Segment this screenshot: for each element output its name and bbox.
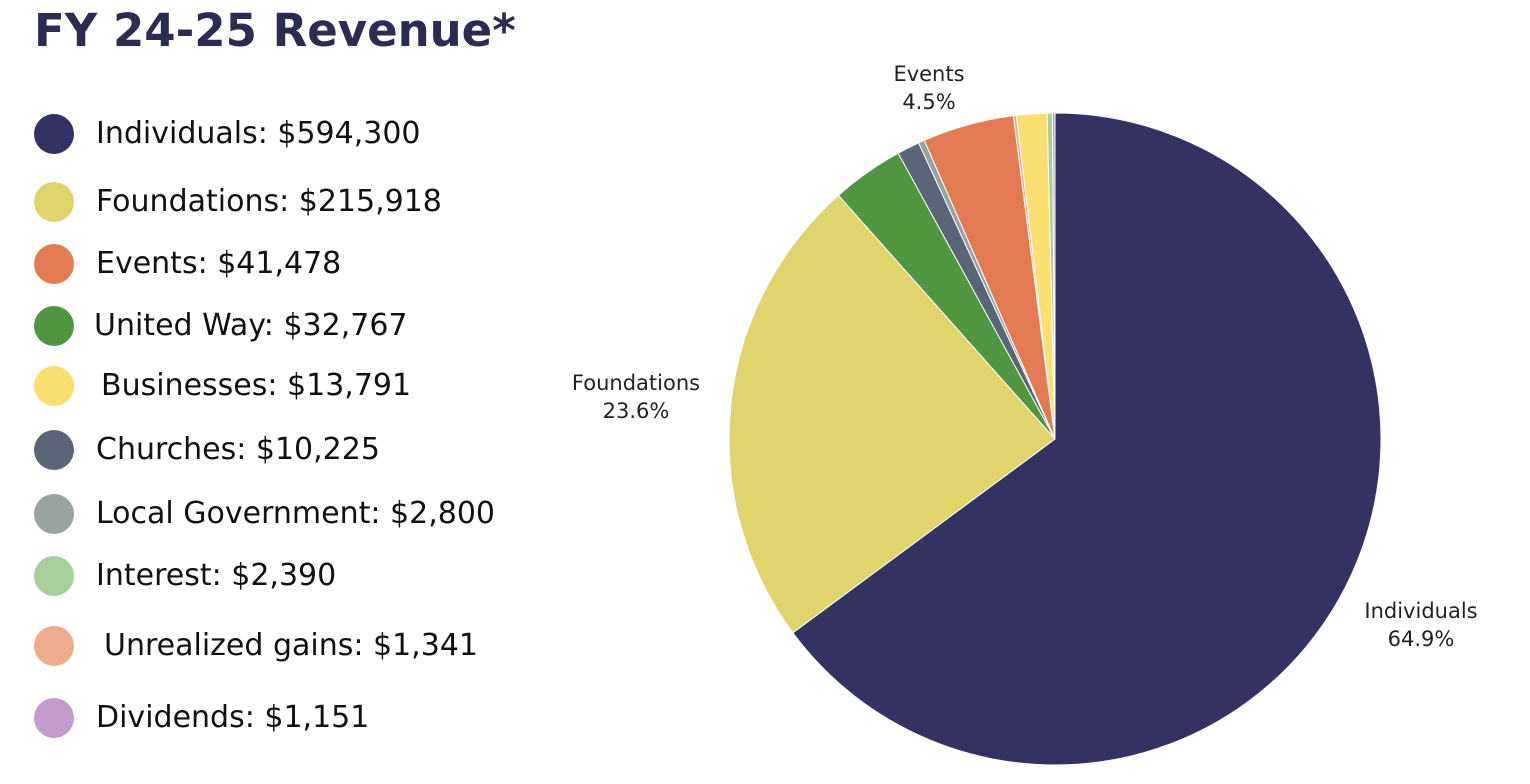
slice-label-events: Events	[893, 62, 964, 86]
legend-label-united-way: United Way: $32,767	[94, 308, 408, 343]
legend-label-individuals: Individuals: $594,300	[96, 116, 421, 151]
legend-label-businesses: Businesses: $13,791	[101, 368, 412, 403]
slice-percent-events: 4.5%	[902, 90, 955, 114]
legend-label-dividends: Dividends: $1,151	[96, 700, 370, 735]
legend-label-foundations: Foundations: $215,918	[96, 184, 442, 219]
legend-label-local-government: Local Government: $2,800	[96, 496, 495, 531]
chart-title: FY 24-25 Revenue*	[34, 4, 516, 57]
pie-slice-individuals	[792, 112, 1382, 766]
legend-swatch-united-way	[34, 306, 74, 346]
slice-label-individuals: Individuals	[1364, 599, 1477, 623]
slice-label-foundations: Foundations	[572, 371, 700, 395]
legend-swatch-individuals	[34, 114, 74, 154]
legend-swatch-events	[34, 244, 74, 284]
legend-swatch-local-government	[34, 494, 74, 534]
pie-slice-foundations	[728, 194, 1056, 634]
legend-swatch-interest	[34, 556, 74, 596]
legend-swatch-foundations	[34, 182, 74, 222]
legend-label-churches: Churches: $10,225	[96, 432, 380, 467]
pie-slices	[728, 112, 1382, 766]
pie-slice-dividends	[1051, 112, 1056, 440]
legend-label-unrealized-gains: Unrealized gains: $1,341	[104, 628, 478, 663]
legend-label-interest: Interest: $2,390	[96, 558, 337, 593]
legend-label-events: Events: $41,478	[96, 246, 342, 281]
slice-percent-individuals: 64.9%	[1388, 627, 1455, 651]
pie-labels: Individuals 64.9% Foundations 23.6% Events 4.…	[572, 62, 1478, 651]
legend-swatch-dividends	[34, 698, 74, 738]
legend-swatch-businesses	[34, 366, 74, 406]
legend-swatch-churches	[34, 430, 74, 470]
slice-percent-foundations: 23.6%	[603, 399, 670, 423]
legend-swatch-unrealized-gains	[34, 626, 74, 666]
